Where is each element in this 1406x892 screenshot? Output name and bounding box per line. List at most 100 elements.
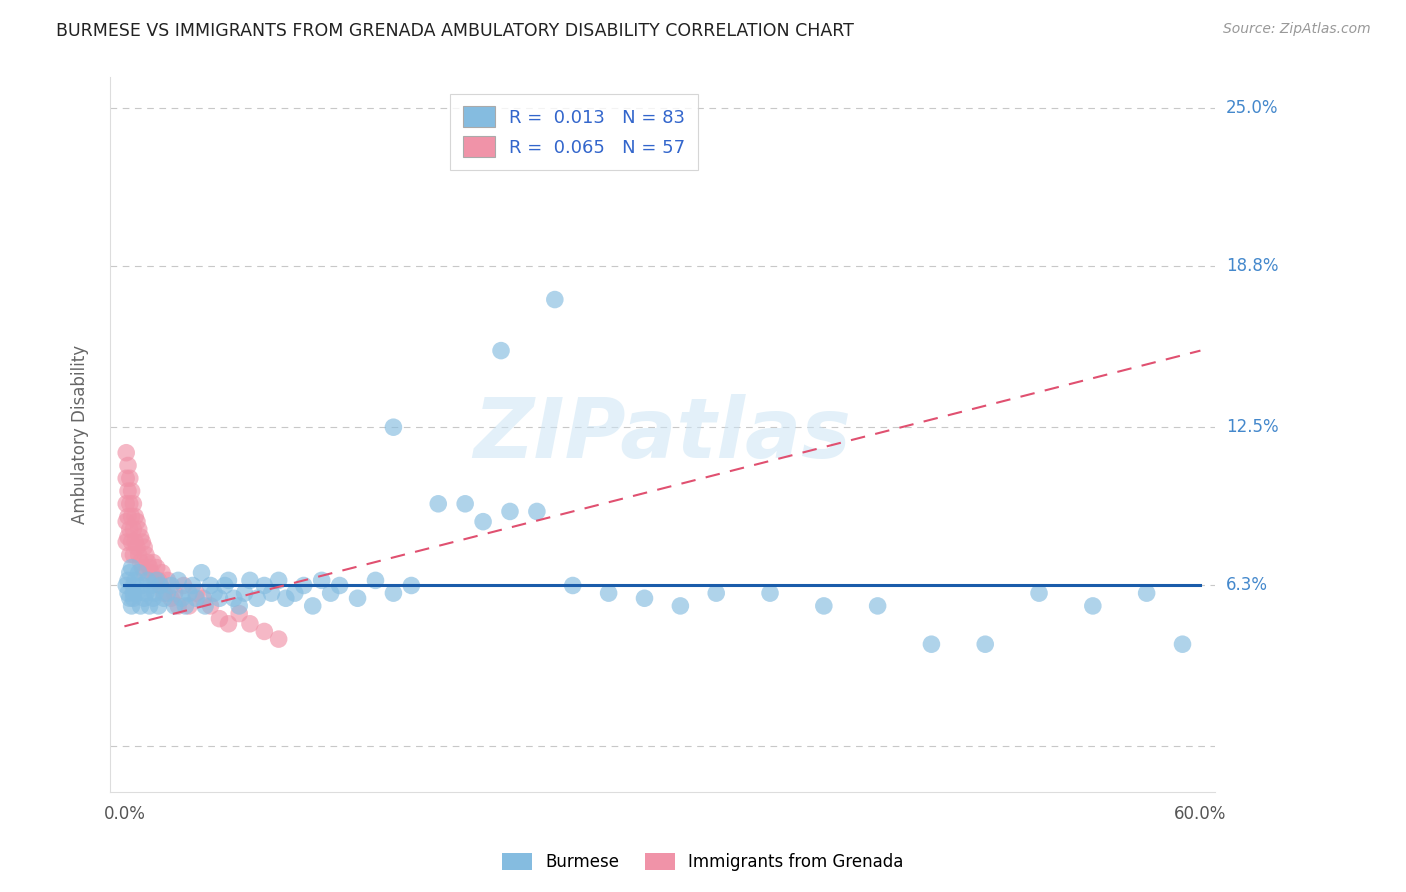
Point bbox=[1171, 637, 1194, 651]
Point bbox=[141, 578, 163, 592]
Point bbox=[129, 530, 152, 544]
Point bbox=[544, 293, 567, 307]
Point bbox=[866, 599, 889, 613]
Point bbox=[122, 497, 145, 511]
Point bbox=[129, 556, 152, 570]
Point bbox=[208, 591, 231, 606]
Point bbox=[131, 578, 153, 592]
Point bbox=[202, 586, 225, 600]
Point bbox=[186, 591, 208, 606]
Point bbox=[122, 522, 145, 536]
Point bbox=[633, 591, 655, 606]
Text: 6.3%: 6.3% bbox=[1226, 576, 1268, 594]
Point bbox=[129, 599, 152, 613]
Point bbox=[167, 574, 190, 588]
Point bbox=[117, 458, 139, 473]
Point bbox=[118, 566, 141, 580]
Point bbox=[141, 566, 163, 580]
Point bbox=[117, 574, 139, 588]
Point bbox=[170, 591, 193, 606]
Point bbox=[115, 535, 138, 549]
Legend: R =  0.013   N = 83, R =  0.065   N = 57: R = 0.013 N = 83, R = 0.065 N = 57 bbox=[450, 94, 699, 169]
Point bbox=[122, 591, 145, 606]
Point bbox=[128, 548, 150, 562]
Point bbox=[124, 535, 146, 549]
Point bbox=[427, 497, 450, 511]
Point bbox=[920, 637, 942, 651]
Point bbox=[186, 586, 208, 600]
Point bbox=[177, 586, 200, 600]
Point bbox=[148, 599, 170, 613]
Point bbox=[301, 599, 323, 613]
Point bbox=[214, 578, 236, 592]
Point bbox=[274, 591, 297, 606]
Point bbox=[200, 599, 222, 613]
Point bbox=[401, 578, 423, 592]
Point bbox=[134, 591, 156, 606]
Point bbox=[1081, 599, 1104, 613]
Point bbox=[173, 578, 195, 592]
Point bbox=[131, 560, 153, 574]
Point bbox=[115, 497, 138, 511]
Point bbox=[148, 574, 170, 588]
Point bbox=[239, 574, 262, 588]
Text: 12.5%: 12.5% bbox=[1226, 418, 1278, 436]
Point bbox=[190, 566, 212, 580]
Text: BURMESE VS IMMIGRANTS FROM GRENADA AMBULATORY DISABILITY CORRELATION CHART: BURMESE VS IMMIGRANTS FROM GRENADA AMBUL… bbox=[56, 22, 853, 40]
Point bbox=[115, 578, 138, 592]
Point bbox=[160, 591, 183, 606]
Point bbox=[526, 504, 548, 518]
Point bbox=[121, 560, 143, 574]
Point bbox=[118, 471, 141, 485]
Point bbox=[118, 497, 141, 511]
Point bbox=[150, 566, 173, 580]
Point bbox=[208, 612, 231, 626]
Point bbox=[142, 556, 165, 570]
Point bbox=[143, 574, 166, 588]
Point bbox=[561, 578, 583, 592]
Point bbox=[163, 599, 186, 613]
Point bbox=[115, 446, 138, 460]
Point bbox=[163, 586, 186, 600]
Point bbox=[181, 578, 204, 592]
Point bbox=[319, 586, 342, 600]
Point bbox=[246, 591, 269, 606]
Point bbox=[167, 599, 190, 613]
Point bbox=[125, 540, 148, 554]
Point bbox=[267, 632, 290, 646]
Point bbox=[121, 535, 143, 549]
Point bbox=[454, 497, 477, 511]
Point bbox=[311, 574, 333, 588]
Point bbox=[122, 578, 145, 592]
Point bbox=[329, 578, 352, 592]
Point bbox=[136, 574, 159, 588]
Point bbox=[118, 522, 141, 536]
Point bbox=[153, 591, 176, 606]
Point bbox=[160, 578, 183, 592]
Point bbox=[134, 566, 156, 580]
Point bbox=[1028, 586, 1050, 600]
Point bbox=[194, 599, 217, 613]
Point bbox=[200, 578, 222, 592]
Point bbox=[121, 509, 143, 524]
Point bbox=[135, 586, 157, 600]
Point bbox=[149, 578, 172, 592]
Point bbox=[704, 586, 727, 600]
Point bbox=[260, 586, 283, 600]
Point bbox=[135, 548, 157, 562]
Text: Source: ZipAtlas.com: Source: ZipAtlas.com bbox=[1223, 22, 1371, 37]
Point bbox=[121, 599, 143, 613]
Point bbox=[145, 560, 167, 574]
Point bbox=[117, 483, 139, 498]
Point bbox=[489, 343, 512, 358]
Point bbox=[974, 637, 997, 651]
Point bbox=[142, 591, 165, 606]
Point bbox=[128, 566, 150, 580]
Point bbox=[125, 515, 148, 529]
Point bbox=[228, 599, 250, 613]
Point bbox=[284, 586, 307, 600]
Text: 18.8%: 18.8% bbox=[1226, 258, 1278, 276]
Point bbox=[217, 616, 239, 631]
Point bbox=[121, 483, 143, 498]
Point bbox=[177, 599, 200, 613]
